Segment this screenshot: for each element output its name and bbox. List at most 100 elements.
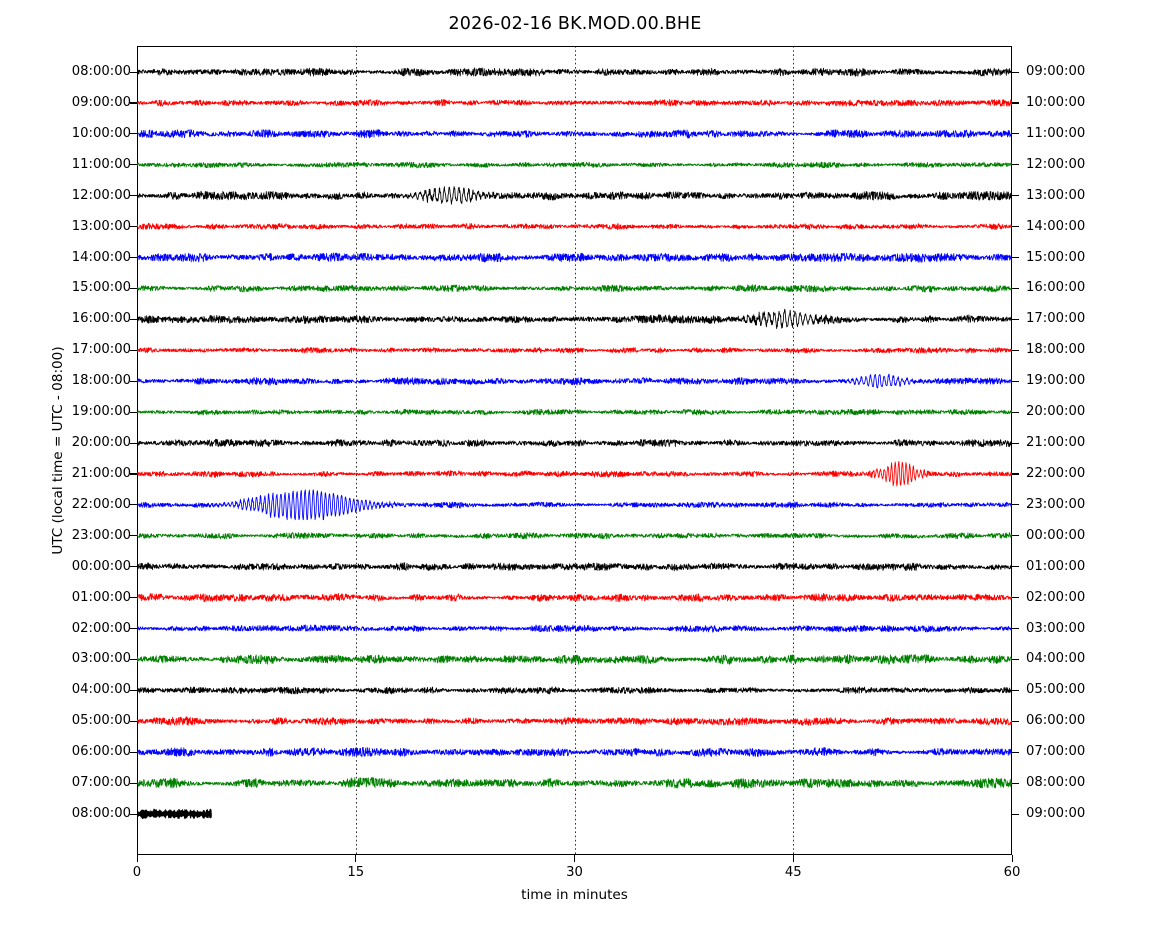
y-tick-label-left: 11:00:00 — [71, 156, 131, 172]
y-tick-mark-right — [1012, 813, 1019, 815]
y-tick-label-right: 09:00:00 — [1026, 64, 1086, 79]
y-tick-mark-left — [130, 658, 137, 660]
y-tick-label-left: 21:00:00 — [71, 465, 131, 481]
x-tick-label: 0 — [132, 865, 142, 880]
y-tick-mark-left — [130, 535, 137, 537]
y-tick-label-right: 16:00:00 — [1026, 280, 1086, 296]
x-axis-label: time in minutes — [521, 887, 628, 903]
y-tick-label-left: 08:00:00 — [71, 806, 131, 821]
y-tick-label-right: 23:00:00 — [1026, 496, 1086, 512]
y-tick-label-left: 03:00:00 — [71, 651, 131, 667]
y-tick-mark-left — [130, 473, 137, 475]
y-tick-mark-left — [130, 628, 137, 630]
y-tick-mark-right — [1012, 597, 1019, 599]
y-tick-mark-right — [1012, 164, 1019, 166]
y-tick-mark-left — [130, 504, 137, 506]
x-tick-label: 45 — [784, 865, 802, 880]
y-tick-label-left: 04:00:00 — [71, 682, 131, 698]
y-tick-mark-left — [130, 442, 137, 444]
y-tick-mark-right — [1012, 257, 1019, 259]
y-tick-label-left: 22:00:00 — [71, 496, 131, 512]
y-tick-mark-right — [1012, 751, 1019, 753]
y-tick-mark-right — [1012, 318, 1019, 320]
y-tick-mark-left — [130, 226, 137, 228]
y-tick-label-right: 22:00:00 — [1026, 465, 1086, 481]
y-tick-label-right: 02:00:00 — [1026, 589, 1086, 605]
y-tick-label-right: 07:00:00 — [1026, 744, 1086, 760]
y-tick-label-right: 15:00:00 — [1026, 249, 1086, 265]
y-tick-mark-left — [130, 164, 137, 166]
y-tick-label-right: 11:00:00 — [1026, 125, 1086, 141]
y-tick-mark-right — [1012, 689, 1019, 691]
y-tick-label-right: 08:00:00 — [1026, 775, 1086, 791]
y-tick-mark-right — [1012, 411, 1019, 413]
x-tick-mark — [136, 855, 138, 862]
y-tick-mark-right — [1012, 226, 1019, 228]
y-tick-label-left: 12:00:00 — [71, 187, 131, 203]
y-tick-label-right: 01:00:00 — [1026, 558, 1086, 574]
y-tick-mark-left — [130, 195, 137, 197]
y-tick-mark-left — [130, 751, 137, 753]
y-tick-mark-left — [130, 411, 137, 413]
y-tick-mark-right — [1012, 102, 1019, 104]
y-tick-mark-right — [1012, 133, 1019, 135]
y-tick-label-left: 06:00:00 — [71, 744, 131, 760]
y-tick-label-right: 21:00:00 — [1026, 435, 1086, 450]
x-tick-mark — [792, 855, 794, 862]
y-tick-label-right: 14:00:00 — [1026, 218, 1086, 234]
y-tick-label-right: 05:00:00 — [1026, 682, 1086, 698]
y-tick-mark-right — [1012, 71, 1019, 73]
y-tick-label-left: 16:00:00 — [71, 311, 131, 327]
y-tick-mark-left — [130, 318, 137, 320]
y-tick-label-left: 01:00:00 — [71, 589, 131, 605]
y-tick-mark-left — [130, 782, 137, 784]
y-tick-mark-right — [1012, 287, 1019, 289]
y-tick-mark-right — [1012, 349, 1019, 351]
y-tick-mark-right — [1012, 442, 1019, 444]
y-tick-mark-left — [130, 257, 137, 259]
y-tick-label-right: 09:00:00 — [1026, 806, 1086, 821]
y-tick-label-right: 03:00:00 — [1026, 620, 1086, 636]
x-tick-label: 15 — [347, 865, 365, 880]
y-tick-mark-left — [130, 71, 137, 73]
y-tick-label-left: 17:00:00 — [71, 342, 131, 358]
y-tick-label-right: 06:00:00 — [1026, 713, 1086, 729]
y-tick-label-right: 00:00:00 — [1026, 527, 1086, 543]
y-tick-label-left: 07:00:00 — [71, 775, 131, 791]
y-tick-label-right: 10:00:00 — [1026, 94, 1086, 110]
x-tick-mark — [355, 855, 357, 862]
y-tick-label-right: 17:00:00 — [1026, 311, 1086, 327]
y-tick-label-left: 13:00:00 — [71, 218, 131, 234]
y-tick-label-left: 14:00:00 — [71, 249, 131, 265]
y-tick-label-right: 12:00:00 — [1026, 156, 1086, 172]
page-title: 2026-02-16 BK.MOD.00.BHE — [448, 14, 702, 34]
y-tick-mark-right — [1012, 380, 1019, 382]
y-tick-label-left: 05:00:00 — [71, 713, 131, 729]
y-tick-label-right: 04:00:00 — [1026, 651, 1086, 667]
y-tick-label-right: 20:00:00 — [1026, 404, 1086, 420]
y-tick-label-left: 18:00:00 — [71, 373, 131, 389]
x-tick-label: 30 — [566, 865, 583, 880]
y-tick-label-right: 13:00:00 — [1026, 187, 1086, 203]
y-tick-mark-right — [1012, 195, 1019, 197]
y-tick-label-left: 20:00:00 — [71, 435, 131, 450]
y-tick-mark-right — [1012, 658, 1019, 660]
y-tick-mark-left — [130, 380, 137, 382]
y-tick-mark-right — [1012, 628, 1019, 630]
y-tick-mark-left — [130, 720, 137, 722]
x-tick-label: 60 — [1003, 865, 1021, 880]
y-tick-mark-left — [130, 566, 137, 568]
seismogram-canvas — [137, 46, 1012, 855]
y-tick-mark-left — [130, 349, 137, 351]
y-tick-mark-right — [1012, 782, 1019, 784]
y-tick-label-left: 02:00:00 — [71, 620, 131, 636]
x-tick-mark — [1011, 855, 1013, 862]
y-tick-mark-right — [1012, 535, 1019, 537]
y-tick-label-left: 19:00:00 — [71, 404, 131, 420]
y-tick-mark-right — [1012, 504, 1019, 506]
y-tick-mark-left — [130, 133, 137, 135]
y-tick-label-left: 08:00:00 — [71, 64, 131, 79]
y-tick-mark-right — [1012, 473, 1019, 475]
y-tick-mark-left — [130, 689, 137, 691]
